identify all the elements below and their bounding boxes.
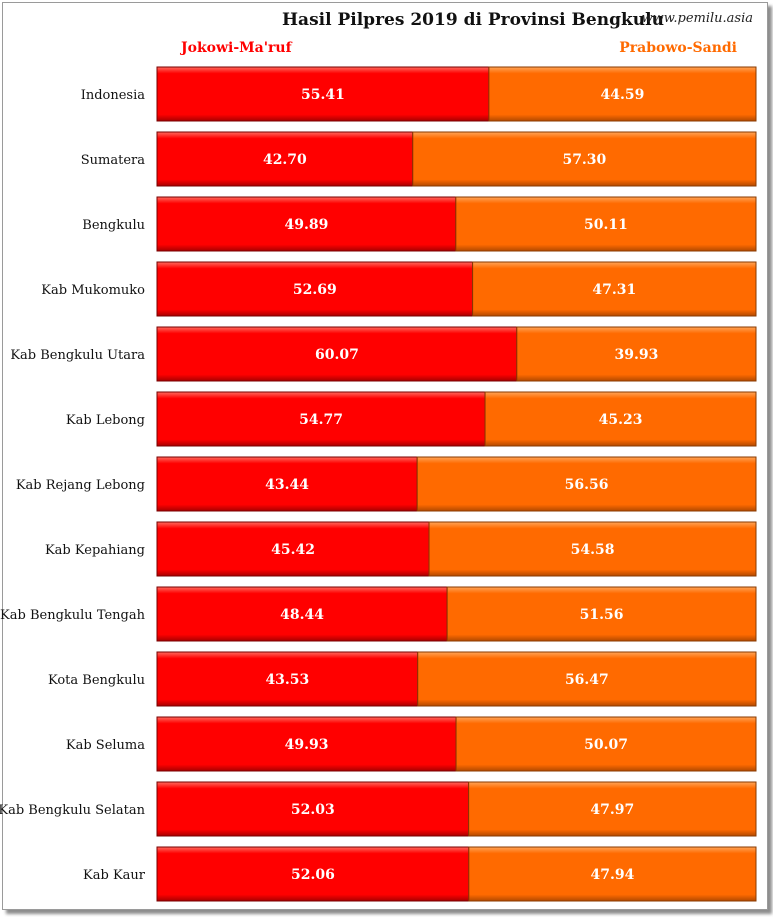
value-label-jokowi: 43.53 (265, 672, 309, 688)
value-label-prabowo: 56.47 (565, 672, 609, 688)
value-label-prabowo: 51.56 (580, 607, 624, 623)
bar-jokowi (156, 521, 430, 577)
value-label-prabowo: 45.23 (599, 412, 643, 428)
bar-jokowi (156, 456, 418, 512)
bar-prabowo (484, 391, 757, 447)
value-label-jokowi: 60.07 (315, 347, 359, 363)
bar-prabowo (412, 131, 757, 187)
bar-prabowo (472, 261, 757, 317)
category-label: Kab Bengkulu Selatan (0, 803, 146, 818)
value-label-prabowo: 50.07 (584, 737, 628, 753)
site-watermark: www.pemilu.asia (641, 11, 753, 26)
category-label: Kab Kaur (83, 868, 146, 883)
value-label-prabowo: 54.58 (571, 542, 615, 558)
category-label: Bengkulu (82, 218, 145, 233)
category-label: Kab Bengkulu Utara (10, 348, 145, 363)
bar-prabowo (488, 66, 757, 122)
bar-jokowi (156, 586, 448, 642)
category-label: Kab Mukomuko (41, 283, 145, 298)
value-label-jokowi: 52.06 (291, 867, 335, 883)
chart-title: Hasil Pilpres 2019 di Provinsi Bengkulu (282, 10, 664, 30)
bar-jokowi (156, 196, 457, 252)
bar-prabowo (416, 456, 757, 512)
bar-prabowo (455, 196, 757, 252)
value-label-jokowi: 45.42 (271, 542, 315, 558)
category-label: Kab Rejang Lebong (16, 478, 145, 493)
bar-jokowi (156, 261, 474, 317)
category-label: Kota Bengkulu (48, 673, 145, 688)
legend-jokowi: Jokowi-Ma'ruf (181, 40, 292, 56)
bar-prabowo (455, 716, 757, 772)
category-label: Kab Lebong (66, 413, 145, 428)
category-label: Sumatera (81, 153, 145, 168)
value-label-jokowi: 55.41 (301, 87, 345, 103)
value-label-prabowo: 57.30 (562, 152, 606, 168)
value-label-prabowo: 47.31 (592, 282, 636, 298)
bar-jokowi (156, 131, 414, 187)
bar-jokowi (156, 326, 518, 382)
category-label: Kab Kepahiang (45, 543, 145, 558)
value-label-jokowi: 49.93 (285, 737, 329, 753)
bar-jokowi (156, 651, 419, 707)
value-label-prabowo: 50.11 (584, 217, 628, 233)
value-label-jokowi: 52.03 (291, 802, 335, 818)
value-label-prabowo: 56.56 (565, 477, 609, 493)
bar-jokowi (156, 391, 486, 447)
bar-prabowo (468, 781, 757, 837)
bar-jokowi (156, 716, 457, 772)
value-label-jokowi: 42.70 (263, 152, 307, 168)
value-label-prabowo: 44.59 (601, 87, 645, 103)
bar-jokowi (156, 66, 490, 122)
bar-prabowo (468, 846, 757, 902)
bar-prabowo (417, 651, 757, 707)
value-label-jokowi: 49.89 (284, 217, 328, 233)
value-label-jokowi: 54.77 (299, 412, 343, 428)
category-label: Kab Bengkulu Tengah (0, 608, 146, 623)
bar-prabowo (446, 586, 757, 642)
value-label-prabowo: 47.97 (590, 802, 634, 818)
category-label: Kab Seluma (66, 738, 145, 753)
category-label: Indonesia (81, 88, 146, 103)
bar-prabowo (428, 521, 757, 577)
value-label-prabowo: 39.93 (614, 347, 658, 363)
bar-jokowi (156, 846, 470, 902)
bar-jokowi (156, 781, 470, 837)
legend-prabowo: Prabowo-Sandi (619, 40, 737, 56)
value-label-jokowi: 52.69 (293, 282, 337, 298)
value-label-jokowi: 48.44 (280, 607, 324, 623)
value-label-jokowi: 43.44 (265, 477, 309, 493)
bar-prabowo (516, 326, 757, 382)
value-label-prabowo: 47.94 (590, 867, 634, 883)
